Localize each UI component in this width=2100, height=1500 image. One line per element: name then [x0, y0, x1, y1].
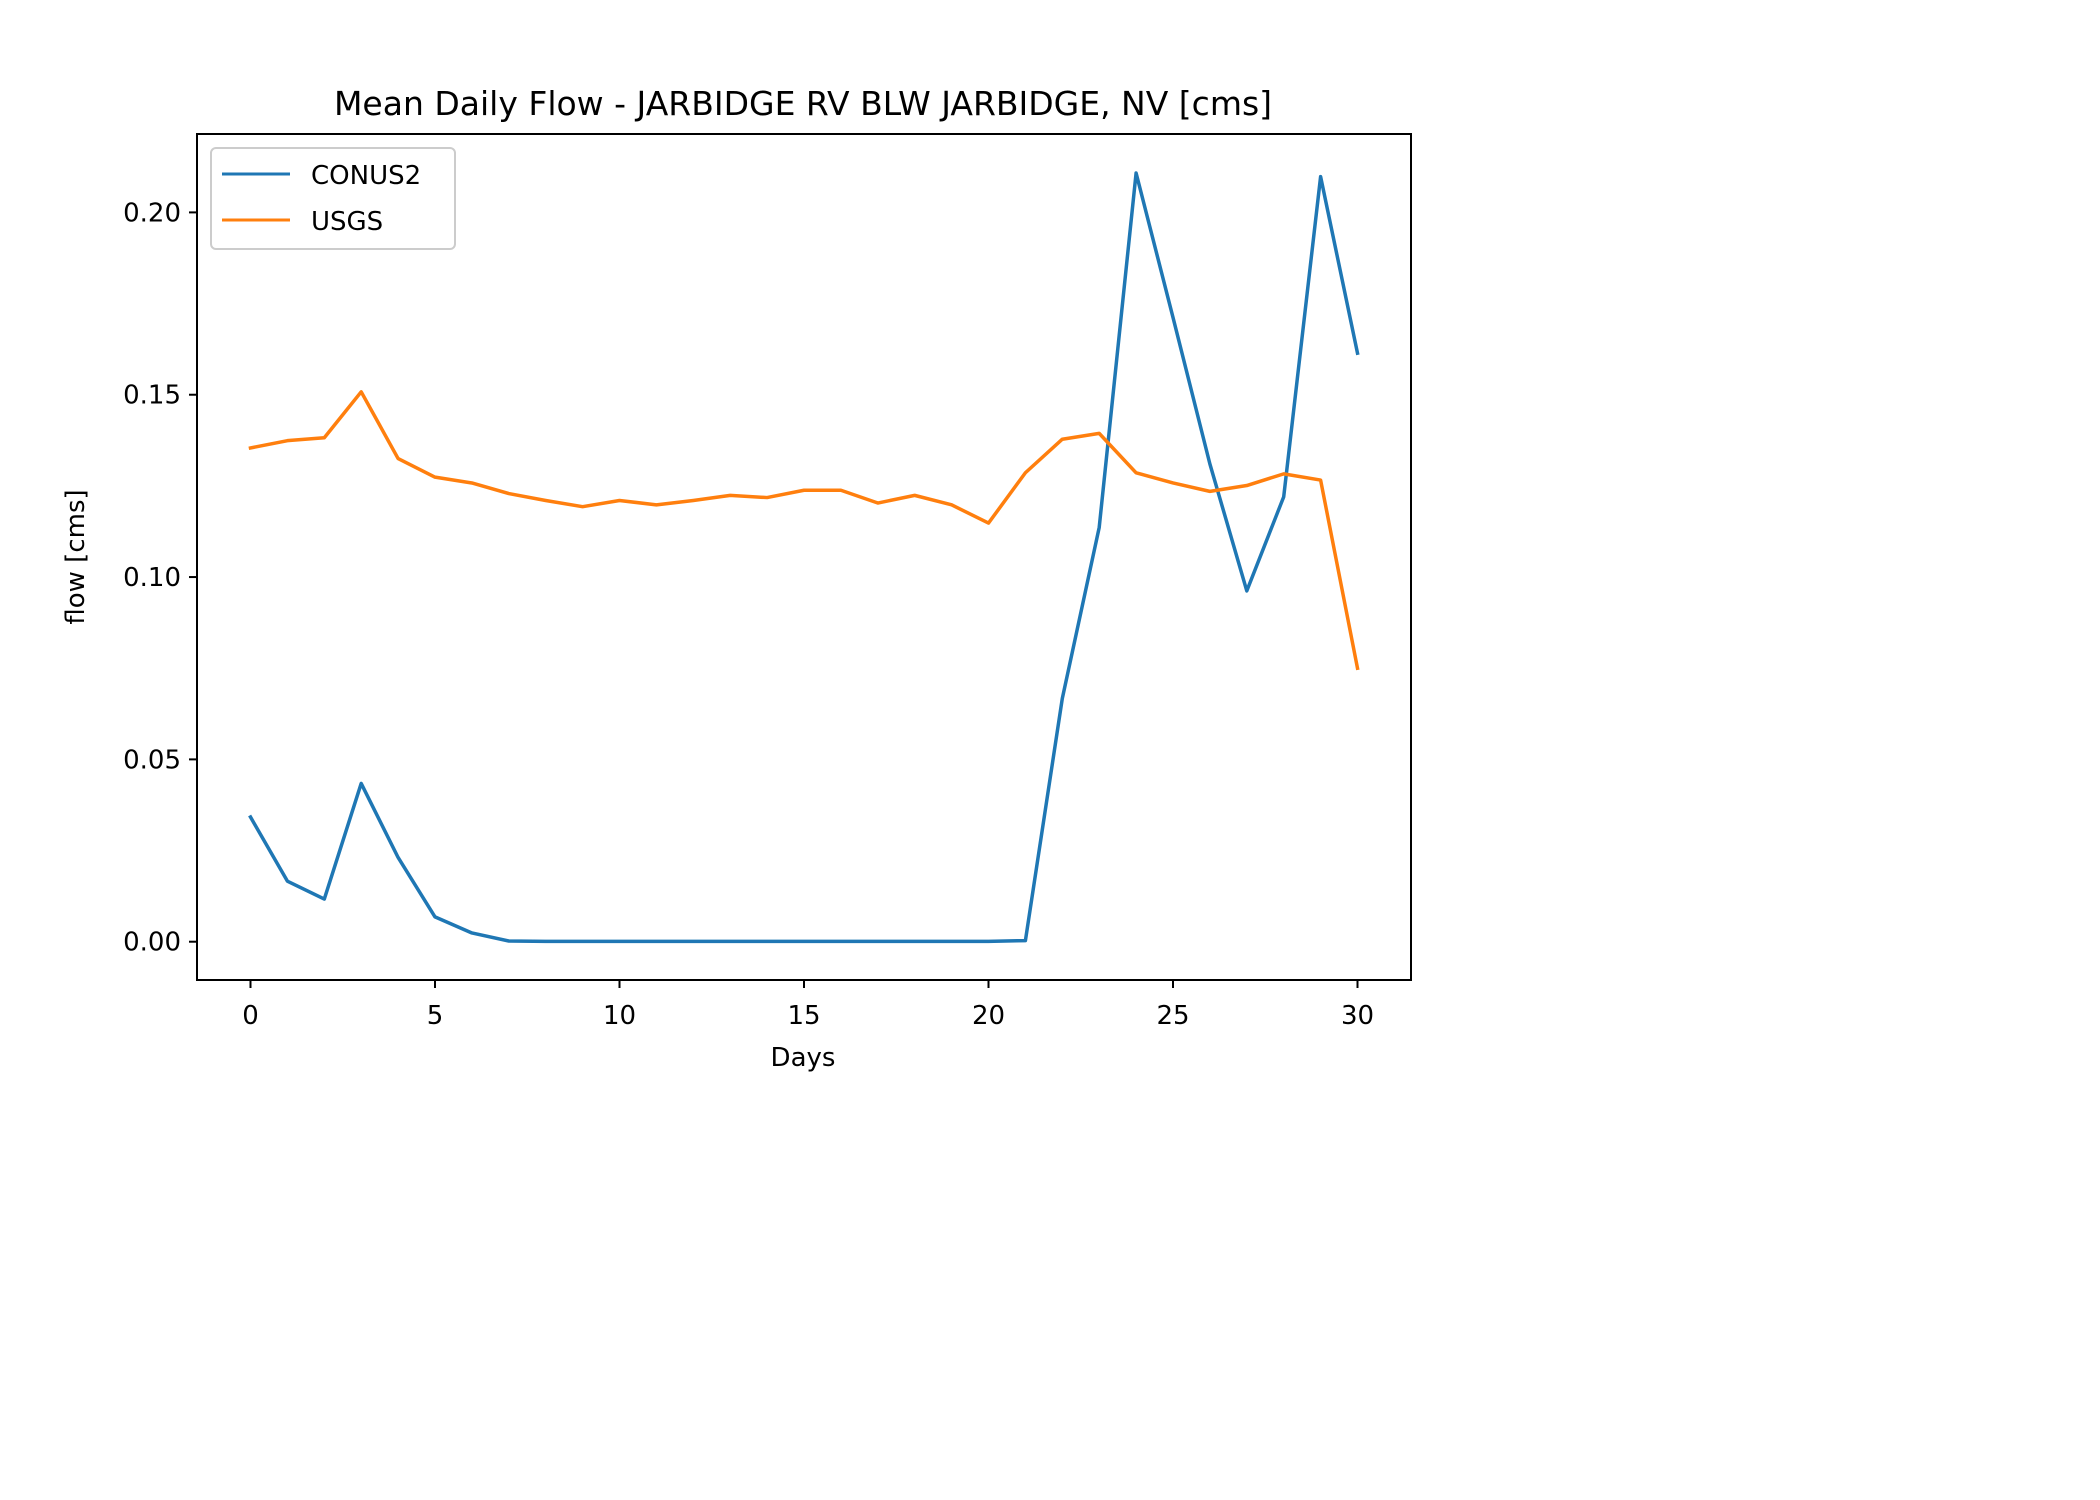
- y-tick-label: 0.15: [123, 381, 181, 411]
- series-line-usgs: [248, 390, 1360, 671]
- y-axis-label: flow [cms]: [61, 489, 91, 624]
- x-axis: 0 5 10 15 20 25 30: [242, 980, 1374, 1031]
- legend: CONUS2 USGS: [210, 147, 456, 250]
- x-tick-label: 15: [787, 1001, 820, 1031]
- x-tick-label: 0: [242, 1001, 259, 1031]
- series-line-conus2: [248, 171, 1360, 944]
- y-axis: 0.00 0.05 0.10 0.15 0.20: [123, 198, 197, 958]
- x-tick-label: 30: [1341, 1001, 1374, 1031]
- chart-title: Mean Daily Flow - JARBIDGE RV BLW JARBID…: [334, 84, 1272, 123]
- y-tick-label: 0.20: [123, 198, 181, 228]
- legend-label-conus2: CONUS2: [311, 161, 421, 191]
- legend-label-usgs: USGS: [311, 207, 383, 237]
- series-layer: [248, 171, 1360, 944]
- x-tick-label: 10: [603, 1001, 636, 1031]
- y-tick-label: 0.10: [123, 563, 181, 593]
- x-tick-label: 20: [972, 1001, 1005, 1031]
- chart: Mean Daily Flow - JARBIDGE RV BLW JARBID…: [61, 84, 1412, 1073]
- x-tick-label: 25: [1156, 1001, 1189, 1031]
- y-tick-label: 0.05: [123, 745, 181, 775]
- y-tick-label: 0.00: [123, 928, 181, 958]
- x-tick-label: 5: [427, 1001, 444, 1031]
- x-axis-label: Days: [771, 1043, 836, 1073]
- plot-area: 0 5 10 15 20 25 30 0.00 0.05 0.10 0.15 0.20: [123, 133, 1412, 1031]
